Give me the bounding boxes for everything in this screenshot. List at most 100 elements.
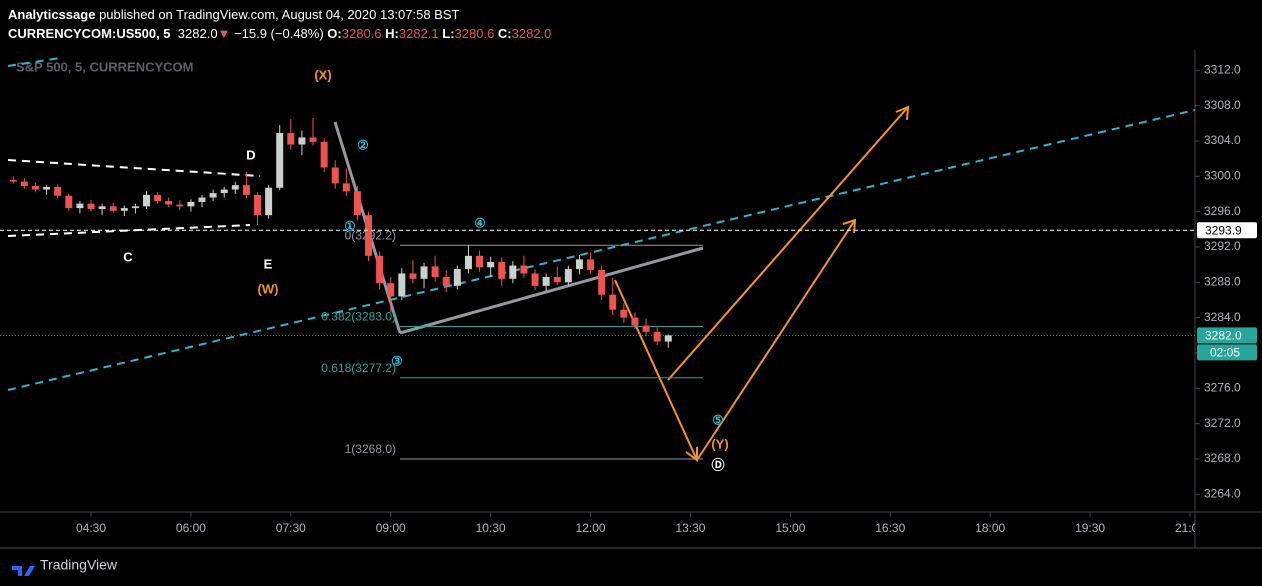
x-tick-label: 21:00 bbox=[1175, 521, 1205, 535]
candle-body bbox=[442, 277, 450, 286]
trendline bbox=[7, 159, 261, 177]
y-tick-label: 3304.0 bbox=[1204, 133, 1241, 147]
x-tick-label: 12:00 bbox=[576, 521, 606, 535]
change: −15.9 (−0.48%) bbox=[234, 26, 324, 41]
wave-label: (W) bbox=[258, 281, 279, 296]
candle-body bbox=[587, 259, 595, 270]
candle-body bbox=[187, 201, 195, 207]
candle-body bbox=[542, 277, 550, 286]
y-tick-label: 3268.0 bbox=[1204, 451, 1241, 465]
arrow-head bbox=[842, 218, 857, 234]
candle-body bbox=[476, 255, 484, 268]
ohlc-label: H: bbox=[385, 26, 399, 41]
candle-body bbox=[320, 141, 328, 168]
candle-body bbox=[376, 255, 384, 284]
price-tag bbox=[1197, 327, 1257, 344]
candle-body bbox=[653, 331, 661, 342]
y-tick-label: 3292.0 bbox=[1204, 239, 1241, 253]
wave-label: ④ bbox=[474, 215, 486, 230]
candle-body bbox=[287, 133, 295, 145]
candle-body bbox=[298, 137, 306, 145]
candle-body bbox=[431, 266, 439, 278]
candle-body bbox=[242, 185, 250, 195]
candle-body bbox=[76, 203, 84, 209]
projection bbox=[614, 219, 856, 463]
candle-body bbox=[109, 206, 117, 211]
candle-body bbox=[420, 266, 428, 279]
candle-body bbox=[642, 325, 650, 332]
candle-body bbox=[365, 215, 373, 256]
wave-label: E bbox=[264, 256, 273, 271]
price-tag-label: 3282.0 bbox=[1205, 328, 1242, 342]
x-axis: 04:30 06:00 07:30 09:00 10:30 12:00 13:30 15:00… bbox=[76, 512, 1205, 535]
candle-body bbox=[143, 194, 151, 207]
y-tick-label: 3284.0 bbox=[1204, 310, 1241, 324]
wave-label: ⑤ bbox=[712, 412, 724, 427]
countdown-tag bbox=[1197, 344, 1257, 361]
candle-body bbox=[564, 269, 572, 283]
trendline bbox=[7, 57, 61, 67]
y-tick-label: 3300.0 bbox=[1204, 168, 1241, 182]
wave-label: (Y) bbox=[711, 436, 728, 451]
candle-body bbox=[531, 273, 539, 286]
arrow-head bbox=[895, 105, 910, 121]
candle-body bbox=[631, 317, 639, 326]
y-tick-label: 3296.0 bbox=[1204, 204, 1241, 218]
arrow-head bbox=[685, 447, 698, 462]
candle-body bbox=[31, 186, 39, 190]
candle-body bbox=[231, 185, 239, 190]
candle-body bbox=[609, 294, 617, 310]
candle-body bbox=[598, 269, 606, 295]
fib-label: 0.618(3277.2) bbox=[321, 361, 396, 375]
candle-body bbox=[387, 283, 395, 297]
x-tick-label: 04:30 bbox=[76, 521, 106, 535]
ohlc-value: 3282.0 bbox=[511, 26, 552, 41]
candle-body bbox=[553, 277, 561, 283]
x-tick-label: 13:30 bbox=[675, 521, 705, 535]
candle-body bbox=[209, 193, 217, 198]
candle-body bbox=[498, 262, 506, 279]
countdown: 02:05 bbox=[1210, 345, 1240, 359]
candle-body bbox=[276, 133, 284, 188]
x-tick-label: 15:00 bbox=[775, 521, 805, 535]
candle-body bbox=[98, 206, 106, 210]
price-tag-label: 3293.9 bbox=[1205, 223, 1242, 237]
x-tick-label: 18:00 bbox=[975, 521, 1005, 535]
direction: ▼ bbox=[217, 26, 231, 41]
published: published on TradingView.com, August 04,… bbox=[99, 7, 460, 22]
candle-body bbox=[342, 183, 350, 192]
wave-label: ③ bbox=[391, 353, 403, 368]
fib-label: 1(3268.0) bbox=[345, 442, 396, 456]
candle-body bbox=[54, 186, 62, 196]
ohlc-label: C: bbox=[497, 26, 512, 41]
candle-body bbox=[509, 265, 517, 279]
header: Analyticssage published on TradingView.c… bbox=[8, 5, 551, 43]
ohlc-label: O: bbox=[327, 26, 342, 41]
plot: 0(3292.2)0.382(3283.0)0.618(3277.2)1(326… bbox=[9, 118, 703, 460]
wave-label: D bbox=[246, 147, 255, 162]
candle-body bbox=[353, 191, 361, 216]
x-tick-label: 16:30 bbox=[875, 521, 905, 535]
candle-body bbox=[87, 203, 95, 210]
candle-body bbox=[254, 194, 262, 216]
last: 3282.0 bbox=[177, 26, 218, 41]
candle-body bbox=[575, 259, 583, 270]
wave-label: ① bbox=[344, 218, 356, 233]
y-tick-label: 3272.0 bbox=[1204, 416, 1241, 430]
drawings bbox=[7, 57, 1195, 463]
candle-body bbox=[265, 187, 273, 216]
candle-body bbox=[9, 179, 17, 182]
trendline bbox=[7, 109, 1195, 391]
header-line: Analyticssage published on TradingView.c… bbox=[8, 5, 551, 24]
candle-body bbox=[309, 137, 317, 142]
projection bbox=[667, 106, 909, 381]
candle-body bbox=[131, 206, 139, 209]
candle-body bbox=[464, 255, 472, 270]
y-tick-label: 3288.0 bbox=[1204, 274, 1241, 288]
candle-body bbox=[620, 309, 628, 318]
candle-body bbox=[520, 265, 528, 274]
ohlc-value: 3282.1 bbox=[398, 26, 439, 41]
candle-body bbox=[120, 208, 128, 211]
